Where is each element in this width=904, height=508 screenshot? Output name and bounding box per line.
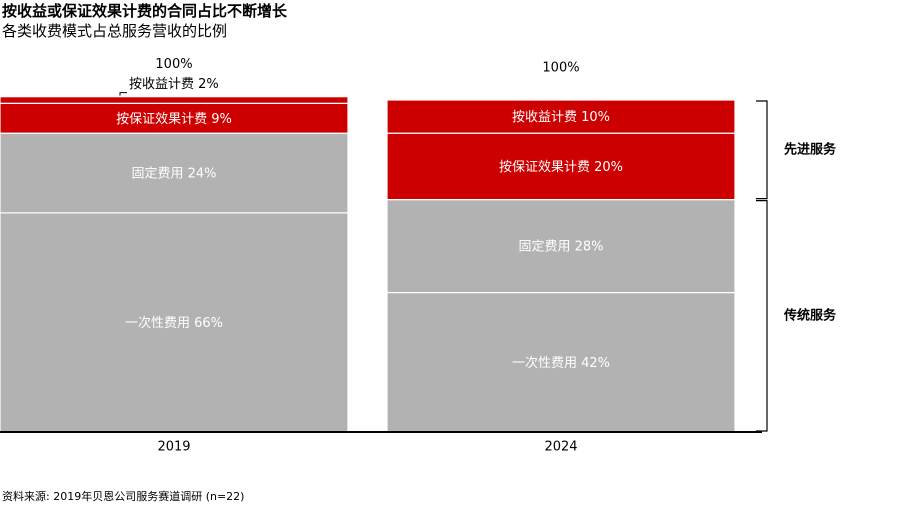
bar-segment-2019-3: [0, 102, 349, 134]
segment-label-2024-2: 固定费用 28%: [518, 240, 603, 255]
bar-segment-2024-1: [386, 291, 736, 433]
category-label-2024: 2024: [544, 440, 577, 455]
source-note: 资料来源: 2019年贝恩公司服务赛道调研 (n=22): [2, 490, 245, 503]
segment-label-2019-4: 按收益计费 2%: [129, 77, 219, 92]
segment-label-2024-1: 一次性费用 42%: [512, 355, 610, 371]
segment-label-2019-2: 固定费用 24%: [131, 167, 216, 182]
segment-label-2024-3: 按保证效果计费 20%: [499, 160, 623, 175]
bar-segment-2024-4: [386, 99, 736, 134]
bar-segment-2019-2: [0, 132, 349, 214]
category-label-2019: 2019: [157, 440, 190, 455]
bar-segment-2024-3: [386, 132, 736, 201]
total-label-2019: 100%: [155, 57, 192, 72]
leader-line-2019: [119, 92, 127, 96]
chart-title: 按收益或保证效果计费的合同占比不断增长: [2, 2, 288, 20]
segment-label-2019-3: 按保证效果计费 9%: [116, 112, 232, 127]
segment-label-2019-1: 一次性费用 66%: [125, 315, 223, 331]
chart-subtitle: 各类收费模式占总服务营收的比例: [2, 22, 228, 40]
group-label-1: 先进服务: [784, 141, 837, 157]
group-bracket-1: [756, 100, 768, 200]
bar-segment-2019-4: [0, 96, 349, 104]
bar-segment-2019-1: [0, 212, 349, 433]
total-label-2024: 100%: [542, 61, 579, 76]
bar-segment-2024-2: [386, 199, 736, 294]
segment-label-2024-4: 按收益计费 10%: [512, 110, 610, 125]
group-label-2: 传统服务: [783, 307, 837, 323]
group-bracket-2: [756, 200, 768, 432]
